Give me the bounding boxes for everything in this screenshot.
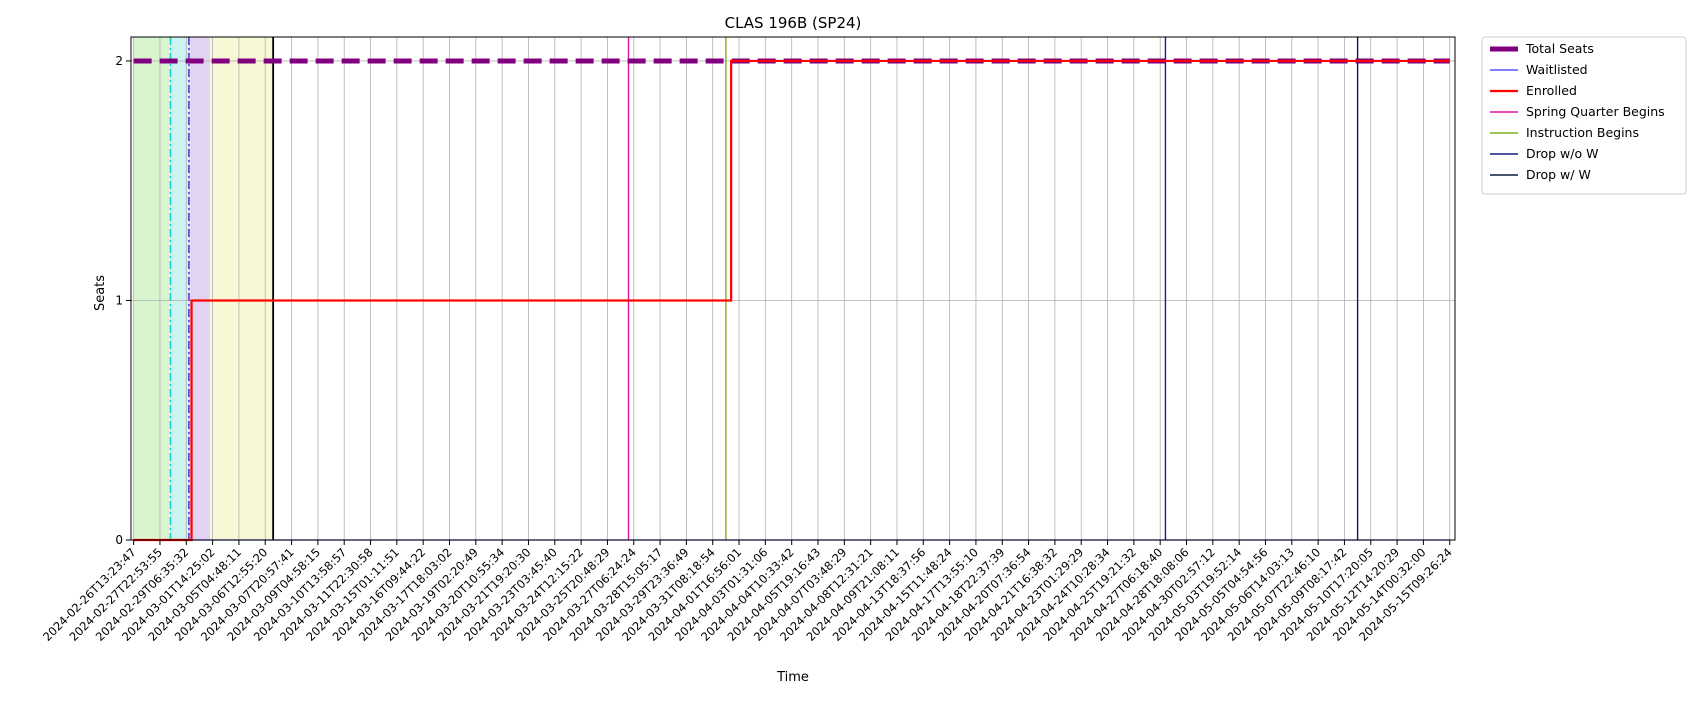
- legend-label: Waitlisted: [1526, 62, 1588, 77]
- legend-label: Spring Quarter Begins: [1526, 104, 1665, 119]
- phase-band: [170, 37, 189, 540]
- legend-label: Instruction Begins: [1526, 125, 1639, 140]
- y-axis-label: Seats: [93, 275, 108, 311]
- phase-band: [133, 37, 171, 540]
- legend-label: Enrolled: [1526, 83, 1577, 98]
- phase-band: [188, 37, 210, 540]
- x-axis-label: Time: [776, 670, 809, 685]
- phase-band: [209, 37, 274, 540]
- y-tick-label: 2: [115, 54, 123, 68]
- y-tick-label: 0: [115, 533, 123, 547]
- legend-box: [1481, 36, 1687, 195]
- legend-label: Total Seats: [1525, 41, 1594, 56]
- legend-label: Drop w/ W: [1526, 167, 1591, 182]
- legend-label: Drop w/o W: [1526, 146, 1598, 161]
- legend: Total Seats Waitlisted Enrolled Spring Quar…: [1481, 36, 1687, 195]
- chart-title: CLAS 196B (SP24): [725, 14, 862, 32]
- plot-frame: [130, 36, 1456, 541]
- y-tick-label: 1: [115, 293, 123, 307]
